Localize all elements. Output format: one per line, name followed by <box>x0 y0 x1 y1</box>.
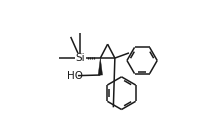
Text: Si: Si <box>76 53 85 63</box>
Text: HO: HO <box>67 71 83 81</box>
Polygon shape <box>98 58 103 75</box>
